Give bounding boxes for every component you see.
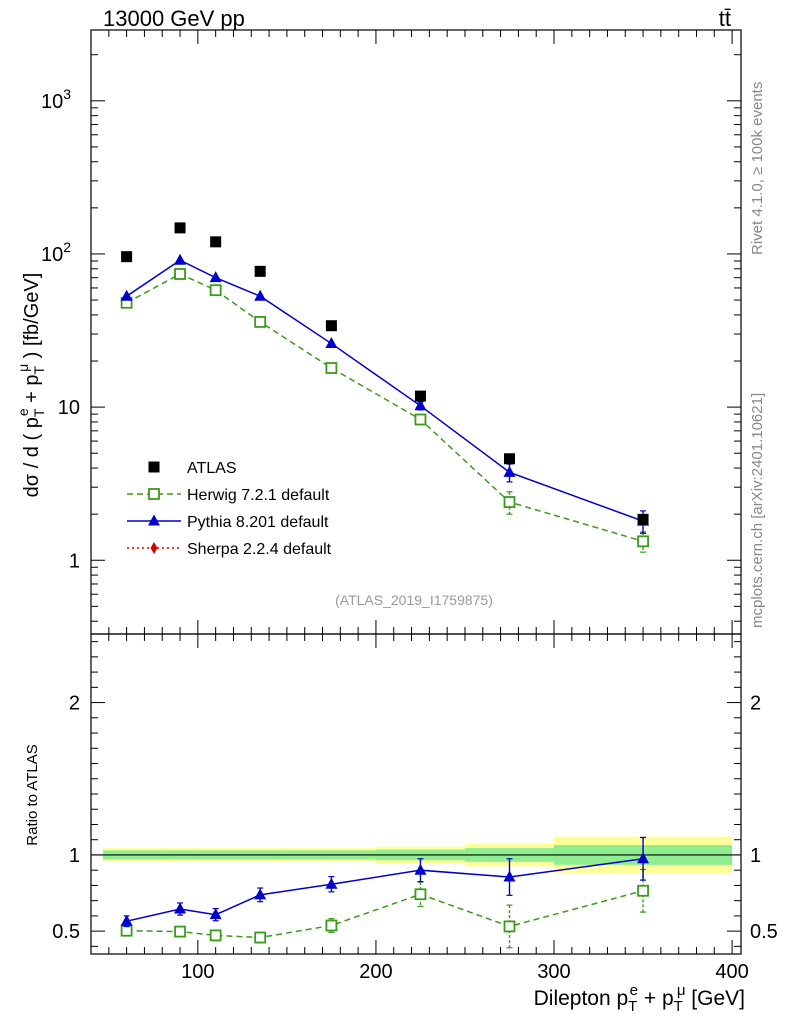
herwig-point <box>414 888 427 901</box>
pythia-line <box>126 858 644 922</box>
herwig-point <box>174 268 186 280</box>
axis-label-part: ) [fb/GeV] <box>21 273 43 364</box>
legend-marker-data <box>148 461 160 473</box>
y-tick-label-base: 10 <box>41 244 63 266</box>
y-tick-label-base: 1 <box>69 550 80 572</box>
data-point <box>174 222 186 234</box>
herwig-point <box>209 929 222 942</box>
data-point <box>325 320 337 332</box>
axis-label-part: e <box>630 982 638 999</box>
pythia-point <box>120 289 133 301</box>
pythia-point <box>174 253 187 265</box>
y-tick-label: 1 <box>69 845 80 867</box>
pythia-point <box>637 852 650 864</box>
herwig-line <box>126 890 644 939</box>
herwig-point <box>503 920 516 933</box>
y-tick-label-right: 0.5 <box>750 921 778 943</box>
pythia-point <box>503 870 516 882</box>
pythia-point <box>414 399 427 411</box>
legend-marker-sherpa <box>150 542 158 554</box>
pythia-point <box>174 902 187 914</box>
axis-label-part: + p <box>21 374 43 408</box>
x-tick-label: 200 <box>359 961 392 983</box>
mcplots-label: mcplots.cern.ch [arXiv:2401.10621] <box>749 393 766 628</box>
x-tick-label: 400 <box>715 961 748 983</box>
axis-label-part: T <box>31 408 47 417</box>
y-tick-label-exp: 2 <box>63 239 71 255</box>
y-tick-label: 0.5 <box>52 921 80 943</box>
pythia-point <box>209 271 222 283</box>
pythia-point <box>120 914 133 926</box>
ratio-y-axis-label: Ratio to ATLAS <box>24 744 41 845</box>
axis-label-part: T <box>628 998 637 1015</box>
main-y-axis-label: dσ / d ( pTe + pTμ ) [fb/GeV] <box>15 273 47 498</box>
data-point <box>637 513 649 525</box>
herwig-point <box>174 925 186 938</box>
data-point <box>414 390 426 402</box>
y-tick-label-base: 10 <box>58 397 80 419</box>
legend-label-pythia: Pythia 8.201 default <box>187 514 329 531</box>
y-tick-label-exp: 3 <box>63 86 71 102</box>
pythia-point <box>325 877 338 889</box>
y-tick-label-right: 2 <box>750 693 761 715</box>
herwig-point <box>254 931 267 944</box>
x-tick-label: 300 <box>537 961 570 983</box>
axis-label-part: μ <box>15 364 31 372</box>
y-tick-label: 102 <box>41 239 71 266</box>
axis-label-part: e <box>15 408 31 416</box>
herwig-point <box>503 496 516 508</box>
pythia-point <box>325 337 338 349</box>
rivet-label: Rivet 4.1.0, ≥ 100k events <box>749 82 766 255</box>
y-tick-label-right: 1 <box>750 845 761 867</box>
pythia-point <box>503 465 516 477</box>
herwig-point <box>325 919 338 932</box>
axis-label-part: T <box>674 998 683 1015</box>
y-tick-label: 103 <box>41 86 71 113</box>
data-point <box>503 453 515 465</box>
y-tick-label: 2 <box>69 693 80 715</box>
herwig-point <box>120 924 133 937</box>
herwig-line <box>126 273 644 543</box>
legend-marker-herwig <box>148 488 160 500</box>
process-label: tt̄ <box>719 6 731 31</box>
x-axis-label: Dilepton pTe + pTμ [GeV] <box>534 982 745 1015</box>
energy-label: 13000 GeV pp <box>103 6 245 31</box>
herwig-point <box>209 284 222 297</box>
y-tick-label-base: 10 <box>41 91 63 113</box>
axis-label-part: μ <box>677 982 686 999</box>
herwig-point <box>637 884 649 897</box>
herwig-point <box>414 413 427 426</box>
pythia-line <box>126 259 644 522</box>
data-point <box>121 251 133 263</box>
pythia-point <box>209 908 222 920</box>
herwig-point <box>254 316 267 328</box>
data-point <box>210 236 222 248</box>
pythia-point <box>254 289 267 301</box>
analysis-id-label: (ATLAS_2019_I1759875) <box>335 592 493 608</box>
x-tick-label: 100 <box>181 961 214 983</box>
legend-label-herwig: Herwig 7.2.1 default <box>187 487 330 504</box>
axis-label-part: dσ / d ( p <box>21 417 43 497</box>
pythia-point <box>414 863 427 875</box>
legend-label-data: ATLAS <box>187 460 237 477</box>
herwig-point <box>637 535 649 548</box>
axis-label-part: T <box>31 365 47 374</box>
herwig-point <box>325 362 338 374</box>
axis-label-part: [GeV] <box>685 987 745 1010</box>
pythia-point <box>254 888 267 900</box>
y-tick-label: 1 <box>69 550 80 572</box>
axis-label-part: Dilepton p <box>534 987 629 1010</box>
data-point <box>254 265 266 277</box>
legend-label-sherpa: Sherpa 2.2.4 default <box>187 541 332 558</box>
legend: ATLAS Herwig 7.2.1 default Pythia 8.201 de… <box>127 460 332 558</box>
legend-marker-pythia <box>148 514 160 526</box>
y-tick-label: 10 <box>58 397 80 419</box>
axis-label-part: + p <box>638 987 674 1010</box>
